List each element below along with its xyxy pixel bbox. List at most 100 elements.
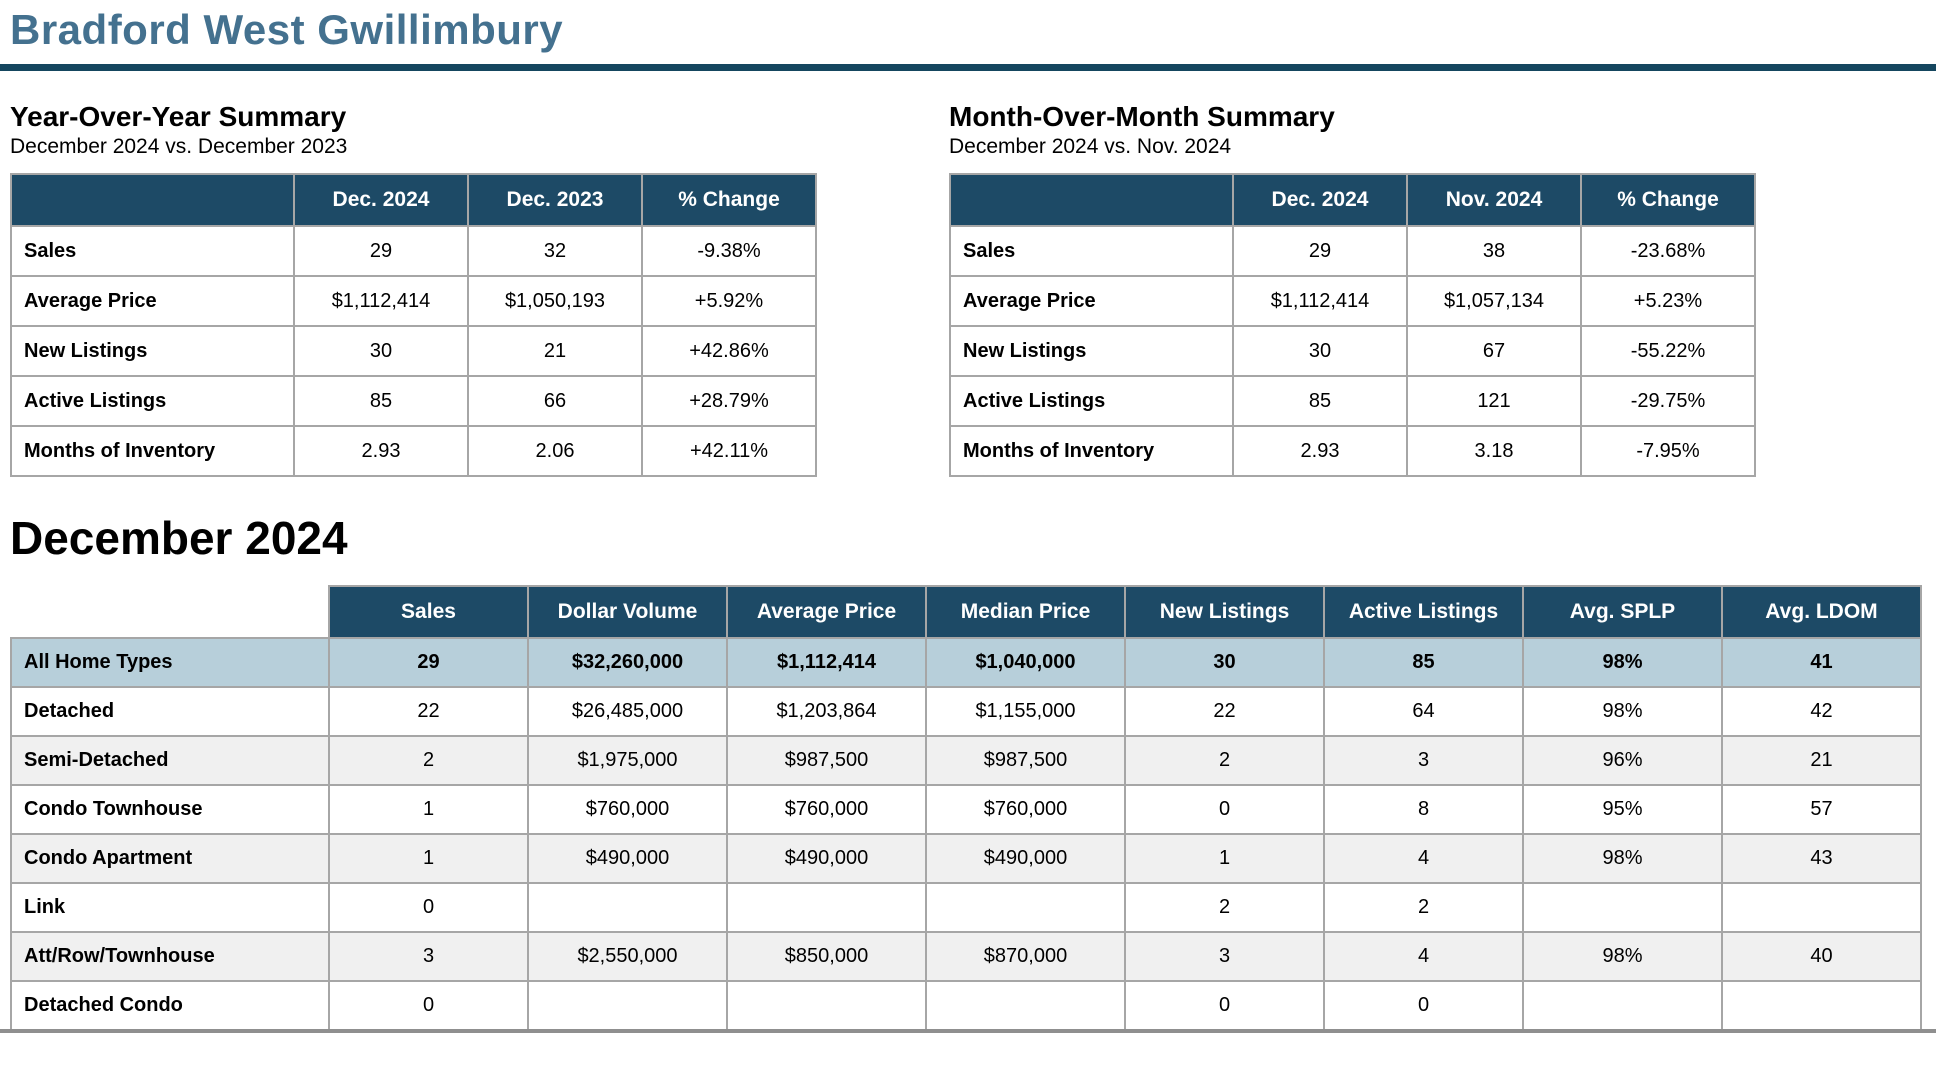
cell-value <box>1721 882 1922 933</box>
cell-value: 2.93 <box>1232 425 1408 477</box>
cell-value <box>925 882 1126 933</box>
column-header: Median Price <box>925 585 1126 639</box>
cell-value: 3 <box>328 931 529 982</box>
cell-value: $32,260,000 <box>527 637 728 688</box>
cell-value: $1,203,864 <box>726 686 927 737</box>
column-header: Avg. SPLP <box>1522 585 1723 639</box>
row-label: Link <box>10 882 330 933</box>
cell-value: +28.79% <box>641 375 817 427</box>
cell-value: 85 <box>1323 637 1524 688</box>
row-label: Average Price <box>949 275 1234 327</box>
table-row: Active Listings 85 66 +28.79% <box>10 375 817 427</box>
row-label: Sales <box>949 225 1234 277</box>
bottom-divider <box>0 1029 1936 1033</box>
cell-value: $1,040,000 <box>925 637 1126 688</box>
cell-value: 21 <box>1721 735 1922 786</box>
cell-value: $490,000 <box>925 833 1126 884</box>
cell-value: 32 <box>467 225 643 277</box>
table-row: Average Price $1,112,414 $1,057,134 +5.23% <box>949 275 1756 327</box>
cell-value: 2 <box>1124 882 1325 933</box>
cell-value: 0 <box>328 980 529 1031</box>
table-row: Link 0 2 2 <box>10 882 1922 933</box>
mom-table: Dec. 2024 Nov. 2024% Change Sales 29 38 -23.6… <box>949 173 1756 477</box>
cell-value: $1,155,000 <box>925 686 1126 737</box>
column-header: Dec. 2024 <box>1232 173 1408 227</box>
row-label: Condo Apartment <box>10 833 330 884</box>
cell-value: 2 <box>328 735 529 786</box>
cell-value: $2,550,000 <box>527 931 728 982</box>
table-row: Att/Row/Townhouse 3 $2,550,000 $850,000 $870… <box>10 931 1922 982</box>
table-row: Condo Townhouse 1 $760,000 $760,000 $760,000… <box>10 784 1922 835</box>
row-label: Active Listings <box>10 375 295 427</box>
report-page: Bradford West Gwillimbury Year-Over-Year… <box>0 6 1936 1033</box>
yoy-table: Dec. 2024 Dec. 2023% Change Sales 29 32 -9.38… <box>10 173 817 477</box>
row-label: Average Price <box>10 275 295 327</box>
column-header: Active Listings <box>1323 585 1524 639</box>
cell-value: 67 <box>1406 325 1582 377</box>
cell-value <box>1721 980 1922 1031</box>
cell-value: $1,057,134 <box>1406 275 1582 327</box>
cell-value: +5.92% <box>641 275 817 327</box>
cell-value <box>1522 980 1723 1031</box>
cell-value: 3.18 <box>1406 425 1582 477</box>
column-header: Dec. 2023 <box>467 173 643 227</box>
cell-value: 38 <box>1406 225 1582 277</box>
table-row: New Listings 30 67 -55.22% <box>949 325 1756 377</box>
cell-value: 1 <box>1124 833 1325 884</box>
cell-value: 4 <box>1323 931 1524 982</box>
december-title: December 2024 <box>10 512 348 564</box>
cell-value: 57 <box>1721 784 1922 835</box>
mom-title: Month-Over-Month Summary <box>949 101 1335 132</box>
cell-value: 85 <box>1232 375 1408 427</box>
table-row: Months of Inventory 2.93 3.18 -7.95% <box>949 425 1756 477</box>
header-row: Dec. 2024 Nov. 2024% Change <box>949 173 1756 227</box>
cell-value: 42 <box>1721 686 1922 737</box>
column-header: Sales <box>328 585 529 639</box>
cell-value: -55.22% <box>1580 325 1756 377</box>
cell-value: 43 <box>1721 833 1922 884</box>
cell-value: -29.75% <box>1580 375 1756 427</box>
cell-value: 98% <box>1522 686 1723 737</box>
cell-value: $850,000 <box>726 931 927 982</box>
row-label: Active Listings <box>949 375 1234 427</box>
cell-value: $1,050,193 <box>467 275 643 327</box>
row-label: Att/Row/Townhouse <box>10 931 330 982</box>
cell-value: $1,975,000 <box>527 735 728 786</box>
cell-value: 95% <box>1522 784 1723 835</box>
yoy-section: Year-Over-Year Summary December 2024 vs.… <box>10 101 817 477</box>
cell-value: 21 <box>467 325 643 377</box>
table-row: Sales 29 38 -23.68% <box>949 225 1756 277</box>
cell-value: 29 <box>1232 225 1408 277</box>
yoy-subtitle: December 2024 vs. December 2023 <box>10 135 348 158</box>
cell-value: -7.95% <box>1580 425 1756 477</box>
cell-value: 66 <box>467 375 643 427</box>
table-row: New Listings 30 21 +42.86% <box>10 325 817 377</box>
cell-value: 3 <box>1124 931 1325 982</box>
cell-value <box>726 882 927 933</box>
table-row: All Home Types 29 $32,260,000 $1,112,414 $1,… <box>10 637 1922 688</box>
cell-value: 8 <box>1323 784 1524 835</box>
cell-value <box>726 980 927 1031</box>
table-row: Detached Condo 0 0 0 <box>10 980 1922 1031</box>
page-title: Bradford West Gwillimbury <box>10 6 564 53</box>
table-row: Months of Inventory 2.93 2.06 +42.11% <box>10 425 817 477</box>
summary-row: Year-Over-Year Summary December 2024 vs.… <box>0 101 1936 477</box>
table-row: Sales 29 32 -9.38% <box>10 225 817 277</box>
cell-value: -9.38% <box>641 225 817 277</box>
cell-value <box>925 980 1126 1031</box>
cell-value: 121 <box>1406 375 1582 427</box>
title-divider <box>0 64 1936 71</box>
row-label: Semi-Detached <box>10 735 330 786</box>
cell-value <box>527 980 728 1031</box>
cell-value: 30 <box>1232 325 1408 377</box>
cell-value: $987,500 <box>925 735 1126 786</box>
corner-cell <box>10 585 330 639</box>
column-header: Nov. 2024 <box>1406 173 1582 227</box>
cell-value: 2 <box>1323 882 1524 933</box>
mom-section: Month-Over-Month Summary December 2024 v… <box>949 101 1756 477</box>
cell-value: $1,112,414 <box>1232 275 1408 327</box>
cell-value: 41 <box>1721 637 1922 688</box>
cell-value: $490,000 <box>726 833 927 884</box>
cell-value: +42.11% <box>641 425 817 477</box>
cell-value: $760,000 <box>726 784 927 835</box>
